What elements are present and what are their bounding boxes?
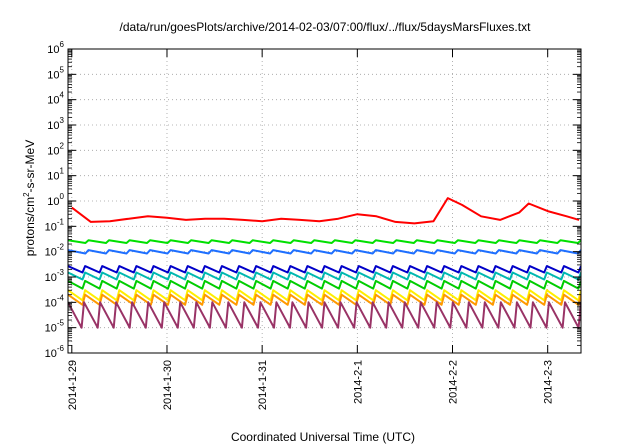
y-tick-base: 10 xyxy=(47,196,59,208)
x-tick-label: 2014-2-1 xyxy=(352,360,364,404)
y-tick-label: 103 xyxy=(47,116,64,132)
y-tick-base: 10 xyxy=(47,171,59,183)
y-tick-base: 10 xyxy=(45,348,57,360)
y-tick-label: 104 xyxy=(47,91,64,107)
y-tick-exponent: -1 xyxy=(57,217,65,226)
y-tick-base: 10 xyxy=(47,120,59,132)
y-tick-base: 10 xyxy=(45,272,57,284)
x-tick-label: 2014-1-31 xyxy=(257,360,269,410)
x-tick-label: 2014-2-3 xyxy=(543,360,555,404)
x-tick-label: 2014-1-29 xyxy=(67,360,79,410)
y-tick-exponent: 2 xyxy=(60,141,65,150)
y-tick-exponent: -3 xyxy=(57,268,65,277)
series-line-4 xyxy=(68,271,581,281)
data-series xyxy=(68,197,581,329)
y-tick-exponent: 6 xyxy=(60,40,65,49)
y-tick-label: 10-1 xyxy=(45,217,65,233)
y-tick-label: 10-5 xyxy=(45,319,65,335)
series-line-2 xyxy=(68,249,581,255)
y-tick-base: 10 xyxy=(45,297,57,309)
y-tick-label: 10-4 xyxy=(45,293,65,309)
y-tick-exponent: -4 xyxy=(57,293,65,302)
series-line-0 xyxy=(71,197,580,225)
series-line-7 xyxy=(68,293,581,306)
y-tick-exponent: 0 xyxy=(60,192,65,201)
y-tick-exponent: 3 xyxy=(60,116,65,125)
y-tick-exponent: -5 xyxy=(57,319,65,328)
y-tick-base: 10 xyxy=(47,44,59,56)
y-tick-label: 10-6 xyxy=(45,344,65,360)
y-tick-exponent: 5 xyxy=(60,65,65,74)
y-tick-exponent: 1 xyxy=(60,167,65,176)
series-line-5 xyxy=(68,279,581,290)
x-axis-label: Coordinated Universal Time (UTC) xyxy=(231,430,415,444)
y-tick-exponent: -2 xyxy=(57,243,65,252)
y-tick-base: 10 xyxy=(45,247,57,259)
y-tick-base: 10 xyxy=(45,323,57,335)
series-line-1 xyxy=(68,239,581,244)
series-line-3 xyxy=(68,265,581,274)
y-tick-label: 101 xyxy=(47,167,64,183)
y-tick-base: 10 xyxy=(47,145,59,157)
y-tick-exponent: -6 xyxy=(57,344,65,353)
axis-ticks: 2014-1-29 2014-1-30 2014-1-31 2014-2-1 2014-… xyxy=(45,40,581,410)
y-tick-exponent: 4 xyxy=(60,91,65,100)
y-tick-base: 10 xyxy=(45,221,57,233)
series-line-6 xyxy=(68,289,581,302)
y-axis-label: protons/cm2-s-sr-MeV xyxy=(22,140,37,256)
x-tick-label: 2014-1-30 xyxy=(162,360,174,410)
y-tick-label: 100 xyxy=(47,192,64,208)
y-tick-label: 105 xyxy=(47,65,64,81)
y-tick-base: 10 xyxy=(47,69,59,81)
y-tick-label: 102 xyxy=(47,141,64,157)
y-tick-label: 106 xyxy=(47,40,64,56)
x-tick-label: 2014-2-2 xyxy=(448,360,460,404)
y-tick-label: 10-3 xyxy=(45,268,65,284)
y-tick-label: 10-2 xyxy=(45,243,65,259)
chart-title: /data/run/goesPlots/archive/2014-02-03/0… xyxy=(120,20,532,34)
y-tick-base: 10 xyxy=(47,95,59,107)
series-line-8 xyxy=(68,301,581,329)
